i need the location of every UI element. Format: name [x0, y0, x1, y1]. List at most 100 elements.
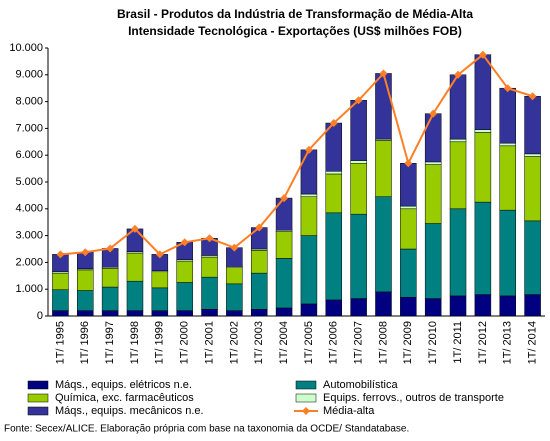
bar-segment	[424, 161, 442, 165]
legend-label: Química, exc. farmacêuticos	[55, 392, 194, 404]
bar-segment	[499, 295, 516, 317]
x-tick-label: 1T/ 2014	[526, 321, 538, 364]
bar-segment	[226, 283, 243, 311]
y-tick-label: 4.000	[15, 203, 43, 215]
bar-segment	[226, 267, 243, 285]
y-tick-label: 6.000	[15, 149, 43, 161]
legend-label: Máqs., equips. elétricos n.e.	[55, 379, 192, 391]
bar-segment	[474, 294, 492, 317]
x-tick-label: 1T/ 2002	[228, 321, 240, 364]
bar-segment	[499, 209, 516, 297]
bar-segment	[350, 298, 367, 317]
x-tick-label: 1T/ 2004	[278, 321, 290, 364]
x-tick-label: 1T/ 2005	[303, 321, 315, 364]
bar-segment	[325, 212, 343, 301]
bar-segment	[300, 193, 318, 197]
bar-segment	[250, 272, 268, 310]
line-marker	[478, 50, 487, 59]
line-marker	[304, 145, 313, 154]
bar-segment	[126, 252, 144, 282]
bar-segment	[201, 309, 218, 317]
bar-segment	[424, 298, 442, 317]
bar-segment	[275, 307, 293, 317]
line-marker	[454, 70, 463, 79]
x-tick-label: 1T/ 1995	[54, 321, 66, 364]
bar-segment	[350, 162, 367, 215]
bar-segment	[52, 289, 69, 311]
bar-segment	[52, 310, 69, 317]
bar-segment	[275, 258, 293, 309]
bar-segment	[300, 303, 318, 317]
bar-segment	[449, 208, 467, 297]
legend-swatch	[302, 407, 310, 415]
bar-segment	[449, 138, 467, 143]
line-marker	[503, 84, 512, 93]
bar-segment	[77, 290, 94, 311]
bar-segment	[101, 268, 119, 288]
bar-segment	[275, 231, 293, 259]
line-marker	[230, 243, 239, 252]
bar-segment	[250, 250, 268, 274]
x-tick-label: 1T/ 1999	[154, 321, 166, 364]
bar-segment	[350, 213, 367, 299]
y-tick-label: 9.000	[15, 69, 43, 81]
bar-segment	[449, 295, 467, 317]
x-tick-label: 1T/ 2012	[477, 321, 489, 364]
x-tick-label: 1T/ 2001	[203, 321, 215, 364]
x-tick-label: 1T/ 1998	[129, 321, 141, 364]
y-tick-label: 8.000	[15, 96, 43, 108]
x-tick-label: 1T/ 2007	[353, 321, 365, 364]
chart-title: Brasil - Produtos da Indústria de Transf…	[117, 7, 473, 21]
x-tick-label: 1T/ 2006	[328, 321, 340, 364]
bar-segment	[176, 260, 193, 283]
x-tick-label: 1T/ 2011	[452, 321, 464, 364]
bar-segment	[524, 156, 541, 222]
bar-segment	[126, 280, 144, 311]
y-tick-label: 1.000	[15, 283, 43, 295]
bar-segment	[524, 294, 541, 317]
line-marker	[106, 244, 115, 253]
line-marker	[180, 238, 189, 247]
line-marker	[429, 109, 438, 118]
x-tick-label: 1T/ 2013	[502, 321, 514, 364]
line-marker	[81, 248, 90, 257]
bar-segment	[524, 220, 541, 295]
bar-segment	[176, 282, 193, 311]
y-tick-label: 2.000	[15, 256, 43, 268]
bar-segment	[499, 87, 516, 144]
y-tick-label: 10.000	[9, 42, 43, 54]
bar-segment	[474, 129, 492, 133]
line-marker	[528, 92, 537, 101]
bar-segment	[350, 160, 367, 164]
bar-segment	[375, 73, 392, 140]
x-tick-label: 1T/ 2008	[377, 321, 389, 364]
bar-segment	[300, 235, 318, 305]
x-tick-label: 1T/ 1997	[104, 321, 116, 364]
bar-segment	[524, 153, 541, 157]
bar-segment	[499, 145, 516, 211]
x-tick-label: 1T/ 1996	[79, 321, 91, 364]
bar-segment	[176, 310, 193, 317]
legend-label: Máqs., equips. mecânicos n.e.	[55, 405, 204, 417]
line	[60, 53, 533, 256]
bar-segment	[201, 276, 218, 310]
line-marker	[329, 119, 338, 128]
bar-segment	[375, 196, 392, 293]
bar-segment	[325, 173, 343, 214]
legend-swatch	[295, 380, 317, 390]
y-tick-label: 3.000	[15, 230, 43, 242]
bar-segment	[524, 95, 541, 155]
bar-segment	[151, 271, 169, 289]
legend-swatch	[295, 393, 317, 403]
bar-segment	[474, 132, 492, 203]
bar-segment	[375, 140, 392, 197]
bar-segment	[101, 286, 119, 311]
line-marker	[130, 224, 139, 233]
bar-segment	[77, 269, 94, 291]
bar-segment	[300, 149, 318, 195]
bar-segment	[424, 223, 442, 299]
line-marker	[379, 69, 388, 78]
bar-segment	[52, 272, 69, 290]
bar-segment	[400, 248, 417, 298]
